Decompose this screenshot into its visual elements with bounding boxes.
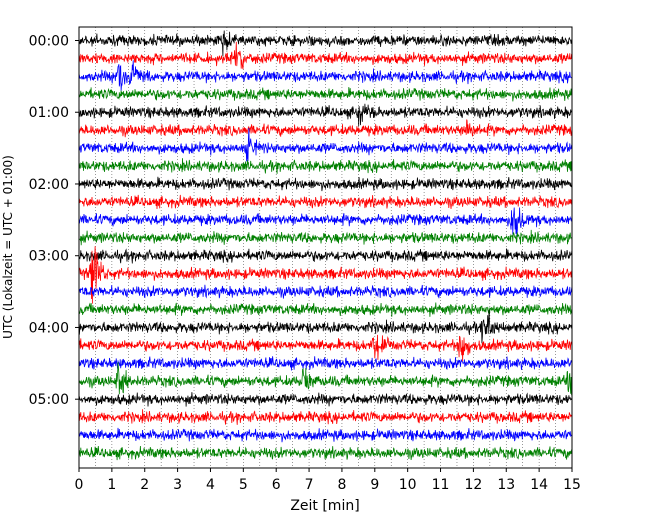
trace-line [79, 427, 572, 443]
trace-line [79, 362, 572, 396]
x-tick-label: 13 [497, 477, 515, 493]
trace-line [79, 30, 572, 57]
x-tick-label: 15 [563, 477, 581, 493]
x-tick-label: 1 [107, 477, 116, 493]
x-tick-label: 0 [75, 477, 84, 493]
trace-line [79, 194, 572, 210]
trace-line [79, 158, 572, 174]
x-tick-label: 7 [305, 477, 314, 493]
x-axis-ticks: 0 1 2 3 4 5 6 7 8 9 10 11 12 13 14 15 [75, 468, 581, 493]
x-axis-title: Zeit [min] [290, 498, 359, 514]
x-tick-label: 4 [206, 477, 215, 493]
x-tick-label: 8 [337, 477, 346, 493]
x-tick-label: 6 [272, 477, 281, 493]
x-tick-label: 2 [140, 477, 149, 493]
x-tick-label: 14 [530, 477, 548, 493]
seismic-traces [79, 30, 572, 461]
y-axis-ticks: 00:00 01:00 02:00 03:00 04:00 05:00 [29, 34, 79, 408]
plot-frame [78, 26, 573, 469]
trace-line [79, 41, 572, 70]
trace-line [79, 284, 572, 299]
y-tick-label: 04:00 [29, 320, 69, 336]
trace-line [79, 248, 572, 264]
trace-line [79, 445, 572, 461]
trace-line [79, 60, 572, 91]
x-tick-label: 11 [432, 477, 450, 493]
x-tick-label: 9 [370, 477, 379, 493]
trace-line [79, 103, 572, 127]
trace-line [79, 207, 572, 237]
y-tick-label: 00:00 [29, 34, 69, 50]
y-axis-title: UTC (Lokalzeit = UTC + 01:00) [1, 155, 15, 339]
trace-line [79, 246, 572, 304]
y-tick-label: 05:00 [29, 392, 69, 408]
trace-line [79, 356, 572, 371]
trace-line [79, 409, 572, 425]
trace-line [79, 119, 572, 138]
y-tick-label: 03:00 [29, 249, 69, 265]
trace-line [79, 87, 572, 102]
trace-line [79, 334, 572, 362]
x-tick-label: 12 [464, 477, 482, 493]
x-tick-label: 3 [173, 477, 182, 493]
trace-line [79, 176, 572, 192]
x-tick-label: 10 [399, 477, 417, 493]
trace-line [79, 392, 572, 407]
trace-line [79, 309, 572, 344]
x-tick-label: 5 [239, 477, 248, 493]
trace-line [79, 127, 572, 162]
trace-line [79, 302, 572, 317]
trace-line [79, 229, 572, 246]
y-tick-label: 01:00 [29, 105, 69, 121]
y-tick-label: 02:00 [29, 177, 69, 193]
